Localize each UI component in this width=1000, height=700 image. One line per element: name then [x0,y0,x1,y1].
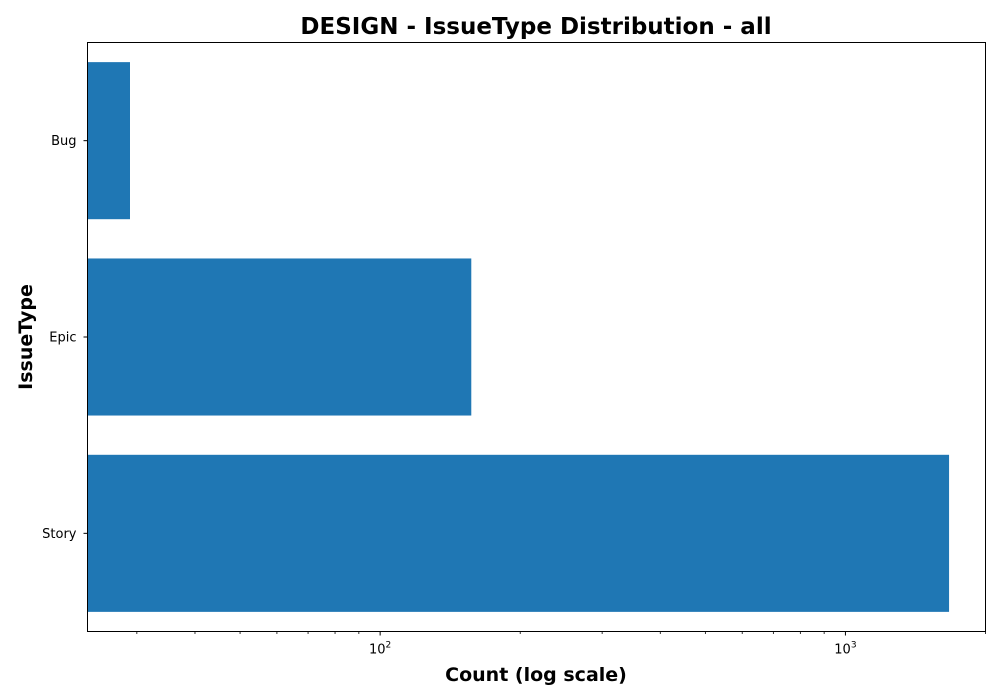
x-ticks-group: 102 103 [136,631,986,658]
bar-bug [87,62,130,220]
chart-title: DESIGN - IssueType Distribution - all [300,14,771,40]
x-tick-label: 102 [369,641,391,658]
y-axis-title: IssueType [15,284,37,390]
y-tick-label: Bug [51,134,76,149]
y-tick-label: Epic [49,331,76,346]
y-ticks-group: Story Epic Bug [42,134,88,542]
bars-group [87,62,950,612]
bar-epic [87,258,472,416]
y-tick-label: Story [42,527,77,542]
x-axis-title: Count (log scale) [445,664,627,686]
bar-story [87,454,950,612]
plot-frame [87,42,986,632]
x-tick-label: 103 [834,641,856,658]
